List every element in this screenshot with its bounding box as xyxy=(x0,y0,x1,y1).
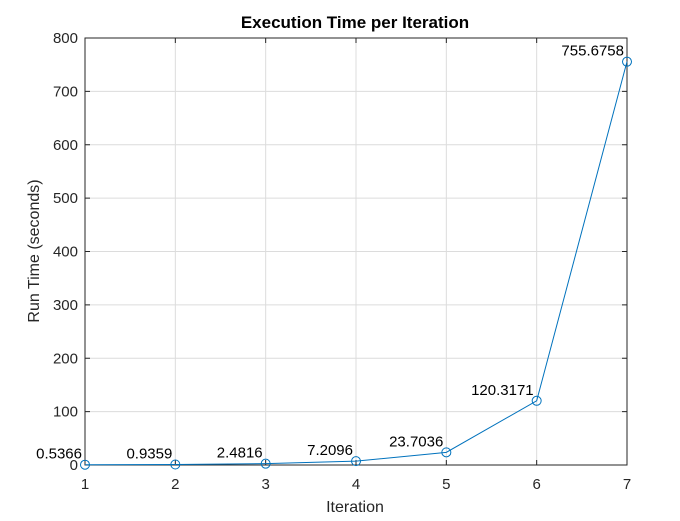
data-label-6: 120.3171 xyxy=(471,382,534,399)
data-label-3: 2.4816 xyxy=(217,445,263,462)
x-tick-label-6: 6 xyxy=(532,476,540,493)
x-tick-label-3: 3 xyxy=(261,476,269,493)
y-tick-label-3: 200 xyxy=(53,350,78,367)
y-tick-label-9: 800 xyxy=(53,30,78,47)
data-label-5: 23.7036 xyxy=(389,433,443,450)
series-layer xyxy=(80,56,632,470)
data-point-1 xyxy=(80,459,90,470)
y-axis-label: Run Time (seconds) xyxy=(26,179,43,322)
y-tick-label-7: 600 xyxy=(53,137,78,154)
series-line xyxy=(84,61,628,466)
x-tick-label-7: 7 xyxy=(623,476,631,493)
x-tick-label-1: 1 xyxy=(81,476,89,493)
y-tick-label-5: 400 xyxy=(53,244,78,261)
data-point-6 xyxy=(531,395,542,406)
x-tick-label-2: 2 xyxy=(171,476,179,493)
y-tick-label-1: 0 xyxy=(70,457,78,474)
y-tick-label-2: 100 xyxy=(53,404,78,421)
data-label-2: 0.9359 xyxy=(126,446,172,463)
ticks-layer: 1 2 3 4 5 6 7 0 100 200 300 400 500 600 700 800 xyxy=(53,30,631,493)
grid-layer xyxy=(84,37,628,466)
x-tick-label-5: 5 xyxy=(442,476,450,493)
data-label-7: 755.6758 xyxy=(561,43,624,60)
data-labels-layer: 0.5366 0.9359 2.4816 7.2096 23.7036 120.3171 7… xyxy=(36,43,624,463)
data-point-5 xyxy=(441,447,452,458)
y-tick-label-4: 300 xyxy=(53,297,78,314)
data-point-2 xyxy=(170,459,181,470)
data-label-4: 7.2096 xyxy=(307,442,353,459)
data-label-1: 0.5366 xyxy=(36,446,82,463)
x-axis-label: Iteration xyxy=(326,499,384,516)
chart-title: Execution Time per Iteration xyxy=(241,13,469,32)
data-point-4 xyxy=(351,456,361,467)
y-tick-label-6: 500 xyxy=(53,190,78,207)
data-point-3 xyxy=(260,458,271,469)
x-tick-label-4: 4 xyxy=(352,476,360,493)
data-point-7 xyxy=(622,56,632,67)
y-tick-label-8: 700 xyxy=(53,83,78,100)
